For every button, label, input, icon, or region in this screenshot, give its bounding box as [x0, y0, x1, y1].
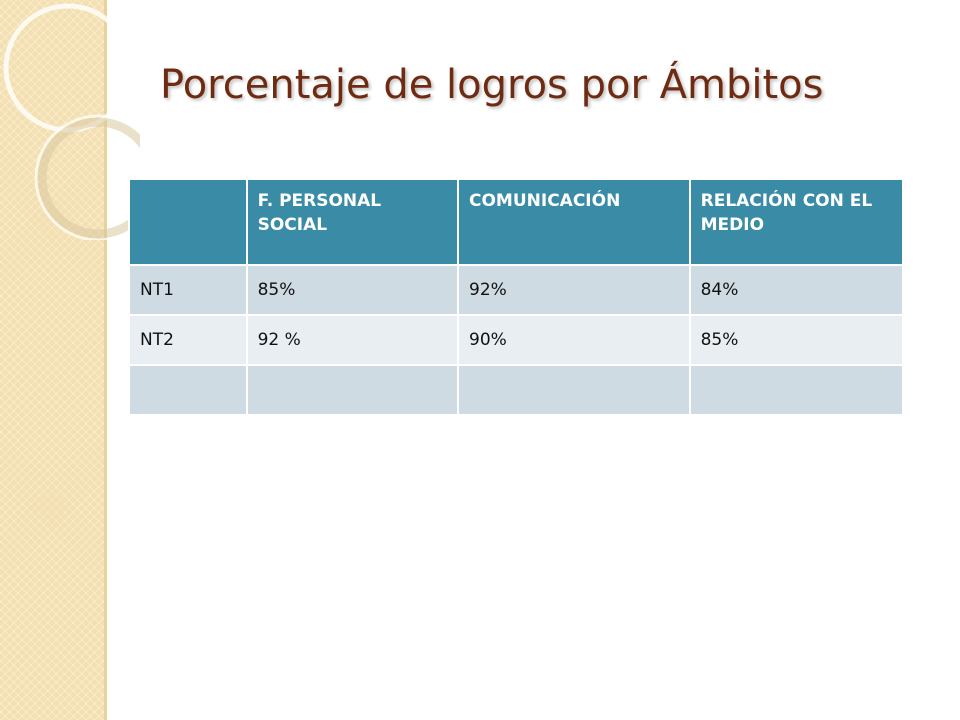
table-cell — [128, 364, 248, 416]
table-cell: 90% — [457, 314, 691, 366]
decorative-circles — [3, 3, 140, 240]
slide-title: Porcentaje de logros por Ámbitos — [160, 62, 824, 108]
table-cell: 84% — [688, 264, 905, 316]
table-cell — [688, 364, 905, 416]
table-cell — [245, 364, 460, 416]
deco-circle-top — [3, 3, 133, 133]
table-row-empty — [128, 364, 905, 416]
table-cell: 92 % — [245, 314, 460, 366]
header-cell-comunicacion: COMUNICACIÓN — [457, 178, 691, 266]
table-cell: 92% — [457, 264, 691, 316]
deco-circle-bottom — [37, 117, 140, 239]
deco-circle-bottom-outline — [34, 114, 140, 240]
table-row: NT1 85% 92% 84% — [128, 264, 905, 316]
table-cell: 85% — [688, 314, 905, 366]
table-cell-level: NT1 — [128, 264, 248, 316]
table-cell — [457, 364, 691, 416]
header-cell-personal-social: F. PERSONAL SOCIAL — [245, 178, 460, 266]
header-cell-relacion-medio: RELACIÓN CON EL MEDIO — [688, 178, 905, 266]
achievements-table: F. PERSONAL SOCIAL COMUNICACIÓN RELACIÓN… — [128, 178, 905, 416]
header-cell-empty — [128, 178, 248, 266]
table-cell: 85% — [245, 264, 460, 316]
table-header-row: F. PERSONAL SOCIAL COMUNICACIÓN RELACIÓN… — [128, 178, 905, 266]
side-strip-edge — [104, 0, 107, 720]
table-cell-level: NT2 — [128, 314, 248, 366]
table-row: NT2 92 % 90% 85% — [128, 314, 905, 366]
